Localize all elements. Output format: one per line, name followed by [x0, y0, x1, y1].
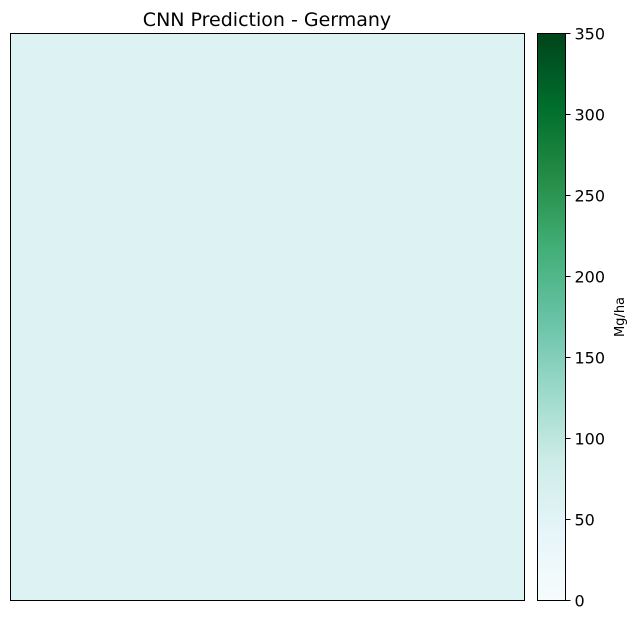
colorbar-tick-label: 50 — [575, 511, 595, 530]
colorbar-tick-label: 250 — [575, 187, 606, 206]
colorbar-label: Mg/ha — [613, 297, 628, 337]
colorbar-tick-label: 350 — [575, 25, 606, 44]
colorbar-ticks: 0 50 100 150 200 250 300 350 — [565, 25, 606, 611]
colorbar-tick-label: 200 — [575, 268, 606, 287]
chart-title: CNN Prediction - Germany — [143, 9, 391, 31]
colorbar-tick-label: 300 — [575, 106, 606, 125]
colorbar-frame — [537, 33, 566, 601]
heatmap-field — [10, 33, 525, 601]
colorbar-tick-label: 100 — [575, 430, 606, 449]
colorbar-tick-label: 150 — [575, 349, 606, 368]
colorbar-tick-label: 0 — [575, 592, 585, 611]
colorbar — [537, 33, 566, 601]
